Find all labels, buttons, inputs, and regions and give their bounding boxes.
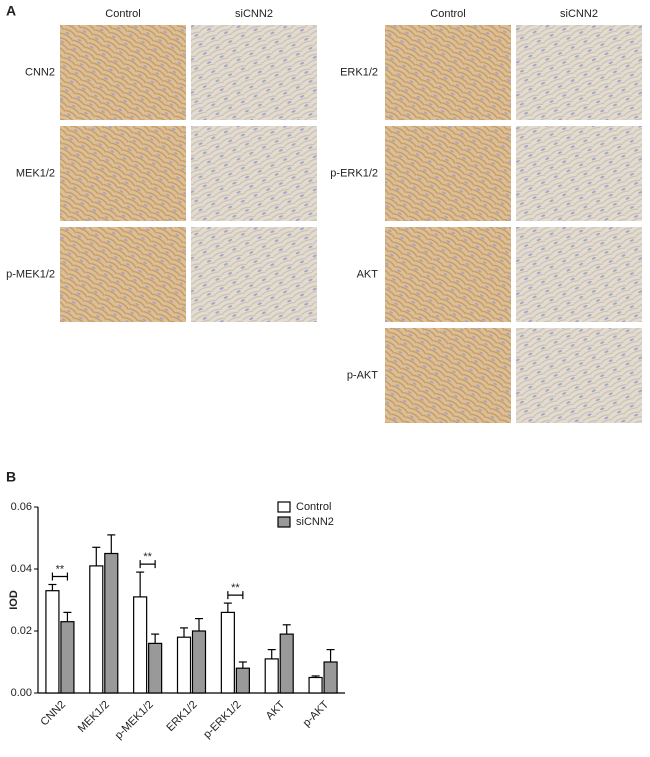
bar xyxy=(45,590,60,694)
ihc-image xyxy=(191,227,317,322)
legend-swatch xyxy=(277,516,291,528)
ihc-image xyxy=(516,126,642,221)
row-label: p-ERK1/2 xyxy=(330,167,378,179)
legend-swatch xyxy=(277,501,291,513)
y-tick-label: 0.00 xyxy=(11,687,32,699)
ihc-image xyxy=(516,227,642,322)
x-tick-label: p-AKT xyxy=(301,699,332,730)
legend-label: siCNN2 xyxy=(296,516,334,528)
bar xyxy=(323,661,338,694)
significance-bracket xyxy=(139,560,156,569)
panel-label: A xyxy=(6,3,16,19)
ihc-image xyxy=(516,25,642,120)
row-label: CNN2 xyxy=(25,66,55,78)
ihc-image xyxy=(385,25,511,120)
significance-bracket xyxy=(51,572,69,581)
column-header: Control xyxy=(105,8,140,20)
ihc-image xyxy=(385,227,511,322)
ihc-image xyxy=(60,126,186,221)
panel-label: B xyxy=(6,469,16,485)
significance-bracket xyxy=(227,591,244,600)
bar xyxy=(264,658,279,694)
x-tick-label: AKT xyxy=(264,699,288,723)
bar xyxy=(308,676,323,694)
bar xyxy=(148,642,163,694)
row-label: MEK1/2 xyxy=(16,167,55,179)
x-tick-label: p-ERK1/2 xyxy=(201,699,243,741)
bar xyxy=(191,630,207,694)
ihc-image xyxy=(191,126,317,221)
ihc-image xyxy=(60,227,186,322)
significance-label: ** xyxy=(56,563,65,575)
row-label: p-AKT xyxy=(347,369,378,381)
bar xyxy=(279,633,294,694)
bar xyxy=(133,596,148,694)
column-header: siCNN2 xyxy=(560,8,598,20)
column-header: Control xyxy=(430,8,465,20)
ihc-image xyxy=(385,328,511,423)
column-header: siCNN2 xyxy=(235,8,273,20)
ihc-image xyxy=(191,25,317,120)
y-axis-label: IOD xyxy=(8,590,20,610)
y-tick-label: 0.02 xyxy=(11,625,32,637)
y-tick-label: 0.04 xyxy=(11,563,32,575)
ihc-image xyxy=(516,328,642,423)
y-tick-label: 0.06 xyxy=(11,501,32,513)
significance-label: ** xyxy=(143,551,152,563)
x-tick-label: ERK1/2 xyxy=(164,699,199,734)
bar xyxy=(235,667,250,694)
row-label: AKT xyxy=(357,268,379,280)
row-label: ERK1/2 xyxy=(340,66,378,78)
x-tick-label: CNN2 xyxy=(38,699,68,729)
legend-label: Control xyxy=(296,501,331,513)
bar xyxy=(60,621,75,694)
significance-label: ** xyxy=(231,582,240,594)
bar xyxy=(220,611,235,694)
x-tick-label: MEK1/2 xyxy=(76,699,112,735)
ihc-image xyxy=(385,126,511,221)
bar xyxy=(104,552,119,694)
ihc-image xyxy=(60,25,186,120)
bar xyxy=(176,636,192,694)
bar xyxy=(89,565,104,694)
x-tick-label: p-MEK1/2 xyxy=(113,699,156,742)
row-label: p-MEK1/2 xyxy=(6,268,55,280)
